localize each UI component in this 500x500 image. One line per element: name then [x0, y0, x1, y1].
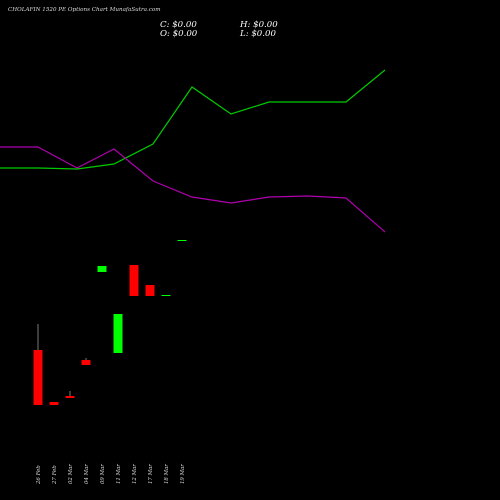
x-label: 09 Mar [100, 464, 106, 484]
green-line [0, 69, 386, 170]
chart-title: CHOLAFIN 1520 PE Options Chart MunafaSut… [8, 7, 161, 13]
x-label: 02 Mar [68, 464, 74, 484]
candle-09-mar [97, 266, 107, 272]
candle-19-mar [177, 240, 187, 241]
candle-11-mar [113, 314, 123, 353]
candle-02-mar [65, 396, 75, 398]
low-value: L: $0.00 [240, 29, 276, 39]
open-value: O: $0.00 [160, 29, 198, 39]
x-label: 26 Feb [36, 465, 42, 485]
candle-18-mar [161, 295, 171, 296]
x-label: 18 Mar [164, 464, 170, 484]
candles [33, 240, 187, 405]
candle-27-feb [49, 402, 59, 405]
candle-17-mar [145, 285, 155, 296]
high-value: H: $0.00 [240, 20, 278, 30]
x-label: 17 Mar [148, 464, 154, 484]
magenta-line [0, 146, 386, 233]
close-value: C: $0.00 [160, 20, 197, 30]
x-label: 12 Mar [132, 464, 138, 484]
x-axis-labels: 26 Feb 27 Feb 02 Mar 04 Mar 09 Mar 11 Mar 12 M… [36, 464, 186, 485]
candle-04-mar [81, 360, 91, 365]
candle-26-feb [33, 350, 43, 405]
x-label: 19 Mar [180, 464, 186, 484]
x-label: 11 Mar [116, 464, 122, 484]
x-label: 04 Mar [84, 464, 90, 484]
x-label: 27 Feb [52, 465, 58, 485]
indicator-lines [0, 69, 386, 233]
candle-12-mar [129, 265, 139, 296]
